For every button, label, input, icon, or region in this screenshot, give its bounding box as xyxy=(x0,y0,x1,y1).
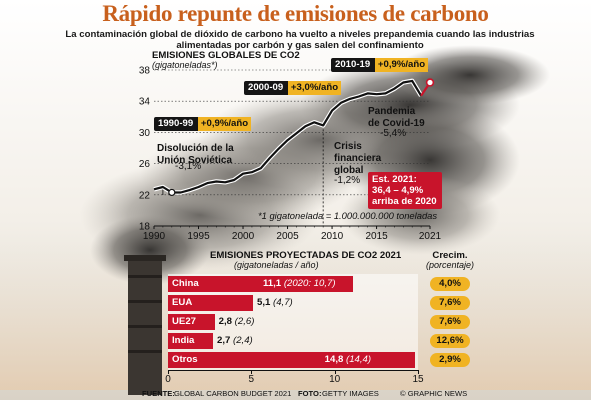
annotation-text: financiera xyxy=(334,153,382,164)
bar-previous-value: (14,4) xyxy=(346,354,372,365)
annotation-text: Crisis xyxy=(334,141,362,152)
bar-eua: EUA xyxy=(168,295,253,311)
bar-x-tick-label: 5 xyxy=(248,374,255,385)
annotation-covid: Pandemia de Covid-19 xyxy=(368,106,425,130)
period-label-1990s: 1990-99 +0,9%/año xyxy=(154,117,252,131)
x-tick-label: 1990 xyxy=(143,231,166,242)
data-point-1992 xyxy=(168,188,176,197)
bar-x-tick-label: 0 xyxy=(165,374,171,385)
y-tick-label: 34 xyxy=(139,97,151,108)
bar-x-tick xyxy=(418,370,419,374)
bar-previous-value: (4,7) xyxy=(273,297,293,308)
page-title: Rápido repunte de emisiones de carbono xyxy=(102,1,489,26)
bar-x-tick xyxy=(251,370,253,374)
bar-value: 2,8 xyxy=(218,316,235,327)
credit-text: © GRAPHIC NEWS xyxy=(400,389,468,398)
page-subtitle: La contaminación global de dióxido de ca… xyxy=(65,29,535,51)
growth-unit: (porcentaje) xyxy=(425,260,475,270)
growth-header: Crecim. xyxy=(432,250,468,261)
annotation-crisis: Crisis financiera global xyxy=(334,141,381,177)
y-tick-label: 18 xyxy=(139,222,151,233)
bar-chart-unit: (gigatoneladas / año) xyxy=(234,260,319,270)
x-tick-label: 2015 xyxy=(365,231,388,242)
period-rate: +3,0%/año xyxy=(287,81,342,95)
bar-x-tick xyxy=(168,370,169,374)
period-rate: +0,9%/año xyxy=(197,117,252,131)
photo-text: GETTY IMAGES xyxy=(322,389,379,398)
bar-x-tick xyxy=(334,370,336,374)
y-tick-label: 26 xyxy=(139,159,151,170)
bar-otros: Otros xyxy=(168,352,415,368)
bar-category-label: EUA xyxy=(172,297,193,308)
y-tick-label: 22 xyxy=(139,190,151,201)
bar-chart-header: EMISIONES PROYECTADAS DE CO2 2021 xyxy=(210,250,402,261)
bar-x-tick-label: 10 xyxy=(329,374,341,385)
bar-category-label: UE27 xyxy=(172,316,196,327)
period-name: 2000-09 xyxy=(248,82,284,93)
annotation-covid-value: -5,4% xyxy=(380,128,407,139)
period-label-2000s: 2000-09 +3,0%/año xyxy=(244,81,342,95)
bar-value-label: 5,1 (4,7) xyxy=(257,295,293,311)
x-tick-label: 2021 xyxy=(419,231,442,242)
bar-x-axis xyxy=(168,370,418,371)
bar-value: 14,8 xyxy=(324,354,346,365)
period-rate: +0,9%/año xyxy=(374,58,429,72)
bar-india: India xyxy=(168,333,213,349)
line-chart-header: EMISIONES GLOBALES DE CO2 xyxy=(152,50,300,61)
growth-badge: 2,9% xyxy=(430,353,470,367)
series-line xyxy=(153,79,423,194)
y-tick-label: 38 xyxy=(139,66,151,77)
bar-category-label: China xyxy=(172,278,199,289)
x-tick-label: 2000 xyxy=(232,231,255,242)
x-tick-label: 2010 xyxy=(321,231,344,242)
photo-label: FOTO: xyxy=(298,389,322,398)
bar-value-label: 14,8 (14,4) xyxy=(325,352,371,368)
annotation-crisis-value: -1,2% xyxy=(334,175,361,186)
period-label-2010s: 2010-19 +0,9%/año xyxy=(331,58,429,72)
annotation-ussr-value: -3,1% xyxy=(175,161,202,172)
growth-badge: 4,0% xyxy=(430,277,470,291)
bar-value-label: 11,1 (2020: 10,7) xyxy=(263,276,336,292)
source-label: FUENTE: xyxy=(142,389,175,398)
bar-previous-value: (2,6) xyxy=(234,316,255,327)
period-name: 1990-99 xyxy=(158,118,194,129)
annotation-ussr: Disolución de la Unión Soviética xyxy=(157,143,234,167)
growth-badge: 12,6% xyxy=(430,334,470,348)
annotation-text: Pandemia xyxy=(368,106,416,117)
bar-value-label: 2,7 (2,4) xyxy=(217,333,253,349)
line-chart-unit: (gigatoneladas*) xyxy=(152,60,218,70)
bar-x-tick-label: 15 xyxy=(412,374,424,385)
source-text: GLOBAL CARBON BUDGET 2021 xyxy=(174,389,292,398)
bar-previous-value: (2,4) xyxy=(233,335,253,346)
bar-ue27: UE27 xyxy=(168,314,215,330)
bar-previous-value: (2020: 10,7) xyxy=(283,278,336,289)
footnote: *1 gigatonelada = 1.000.000.000 tonelada… xyxy=(258,210,438,221)
annotation-text: global xyxy=(334,165,364,176)
annotation-text: Disolución de la xyxy=(157,143,234,154)
y-tick-label: 30 xyxy=(139,128,151,139)
annotation-text: de Covid-19 xyxy=(368,118,425,129)
footer: FUENTE: GLOBAL CARBON BUDGET 2021 FOTO: … xyxy=(0,389,591,400)
bar-value-label: 2,8 (2,6) xyxy=(219,314,255,330)
x-tick-label: 1995 xyxy=(187,231,210,242)
bar-category-label: Otros xyxy=(172,354,198,365)
data-point-2021 xyxy=(425,78,435,87)
x-tick-label: 2005 xyxy=(276,231,299,242)
bar-category-label: India xyxy=(172,335,195,346)
bar-value: 2,7 xyxy=(217,335,234,346)
bar-value: 5,1 xyxy=(257,297,274,308)
growth-badge: 7,6% xyxy=(430,315,470,329)
annotation-text: Unión Soviética xyxy=(157,155,233,166)
estimate-box: Est. 2021: 36,4 – 4,9% arriba de 2020 xyxy=(368,172,442,209)
period-name: 2010-19 xyxy=(335,59,371,70)
bar-value: 11,1 xyxy=(263,278,284,289)
growth-badge: 7,6% xyxy=(430,296,470,310)
bar-china: China xyxy=(168,276,353,292)
